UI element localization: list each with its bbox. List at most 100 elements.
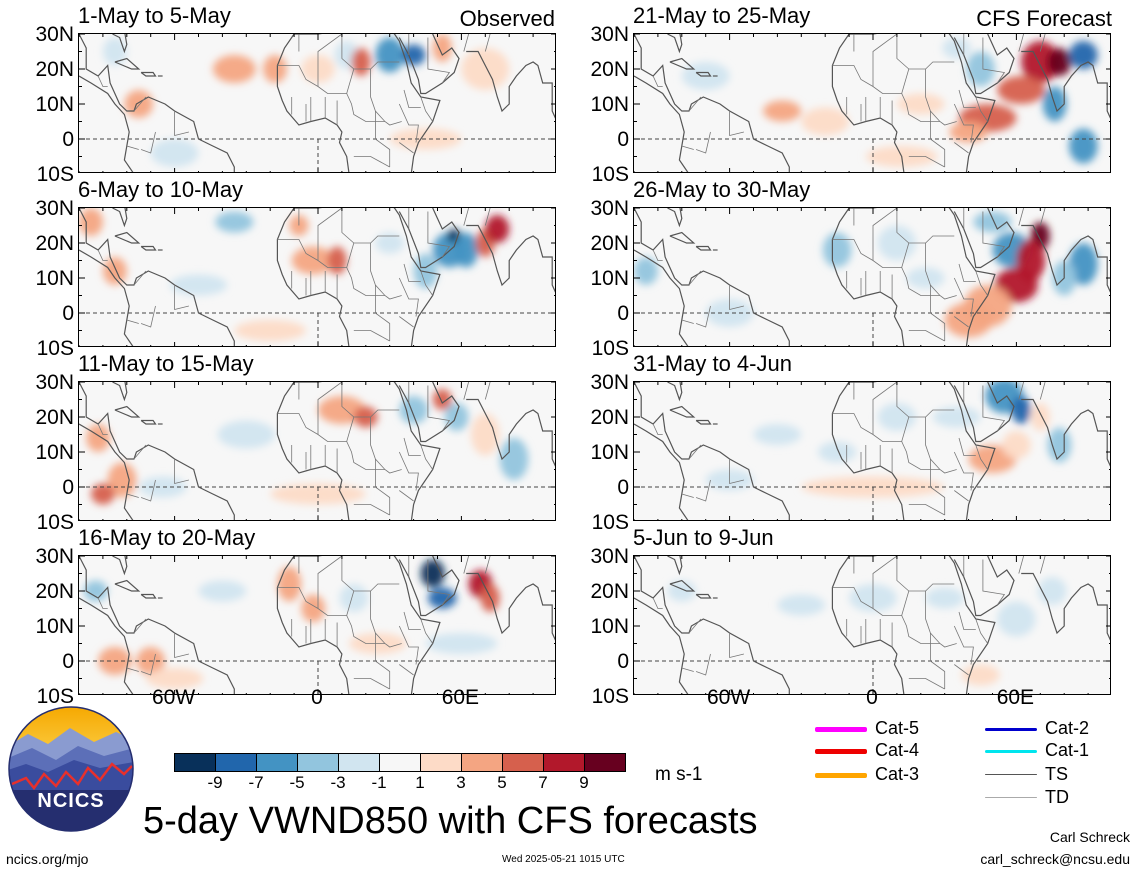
panel-title: 11-May to 15-May — [78, 351, 254, 376]
colorbar-cell — [543, 753, 585, 772]
anomaly-blob — [1068, 128, 1098, 164]
colorbar-tick-label: -7 — [248, 773, 264, 792]
anomaly-blob — [375, 37, 405, 73]
author-email[interactable]: carl_schreck@ncsu.edu — [980, 851, 1130, 867]
lat-tick-label: 10N — [35, 615, 74, 638]
legend-label: Cat-5 — [875, 718, 920, 738]
anomaly-blob — [634, 257, 658, 285]
anomaly-blob — [301, 594, 326, 623]
lat-tick-label: 30N — [35, 545, 74, 568]
anomaly-blob — [86, 424, 111, 452]
map-panel — [633, 555, 1111, 695]
anomaly-blob — [1047, 48, 1072, 76]
lon-tick-label: 0 — [866, 686, 878, 709]
colorbar-cell — [215, 753, 257, 772]
anomaly-blob — [413, 253, 438, 289]
lon-tick-label: 60W — [152, 686, 196, 709]
panel-title: 16-May to 20-May — [78, 525, 256, 550]
colorbar-tick-label: -1 — [371, 773, 387, 792]
anomaly-blob — [763, 100, 802, 122]
panel-title: 5-Jun to 9-Jun — [633, 525, 774, 550]
colorbar-cell — [256, 753, 298, 772]
lat-tick-label: 20N — [590, 580, 629, 603]
lat-tick-label: 30N — [35, 197, 74, 220]
legend-swatch — [985, 749, 1037, 753]
legend-swatch — [985, 727, 1037, 731]
anomaly-blob — [777, 594, 826, 616]
anomaly-blob — [1011, 396, 1031, 424]
colorbar-tick-label: -9 — [207, 773, 223, 792]
anomaly-blob — [705, 299, 754, 327]
panel-title: 6-May to 10-May — [78, 177, 244, 202]
legend-label: TS — [1045, 764, 1069, 784]
anomaly-blob — [169, 274, 228, 296]
legend-swatch — [815, 726, 867, 732]
anomaly-blob — [375, 232, 405, 254]
colorbar-cell — [461, 753, 503, 772]
colorbar-tick-label: 9 — [579, 773, 589, 792]
source-url[interactable]: ncics.org/mjo — [6, 851, 89, 867]
map-panel — [78, 33, 556, 173]
map-svg — [79, 556, 555, 694]
lat-tick-label: 20N — [590, 406, 629, 429]
colorbar-cell — [297, 753, 339, 772]
lon-tick-label: 60E — [441, 686, 480, 709]
anomaly-blob — [961, 664, 1000, 686]
anomaly-blob — [263, 55, 287, 83]
colorbar-cell — [379, 753, 421, 772]
lat-tick-label: 20N — [35, 232, 74, 255]
timestamp: Wed 2025-05-21 1015 UTC — [502, 854, 625, 865]
anomaly-blob — [932, 406, 981, 428]
anomaly-blob — [83, 580, 108, 602]
lat-tick-label: 10N — [35, 93, 74, 116]
anomaly-blob — [150, 139, 199, 167]
anomaly-blob — [499, 438, 529, 480]
forecast-label: CFS Forecast — [976, 6, 1112, 31]
anomaly-blob — [944, 302, 993, 338]
colorbar-cell — [584, 753, 626, 772]
lat-tick-label: 0 — [617, 476, 629, 499]
map-panel — [78, 381, 556, 521]
legend-label: Cat-2 — [1045, 718, 1090, 738]
anomaly-blob — [896, 93, 945, 115]
anomaly-blob — [997, 601, 1036, 637]
colorbar-tick-label: 7 — [538, 773, 548, 792]
anomaly-blob — [818, 441, 857, 463]
lon-tick-label: 60E — [996, 686, 1035, 709]
anomaly-blob — [1068, 243, 1098, 285]
panel-title: 21-May to 25-May — [633, 3, 811, 28]
anomaly-blob — [753, 424, 802, 445]
panel-title: 1-May to 5-May — [78, 3, 231, 28]
colorbar-cell — [420, 753, 462, 772]
lat-tick-label: 0 — [62, 650, 74, 673]
colorbar-tick-label: -3 — [330, 773, 346, 792]
lat-tick-label: 30N — [590, 371, 629, 394]
anomaly-blob — [327, 246, 347, 275]
lat-tick-label: 10N — [35, 267, 74, 290]
colorbar-tick-label: 3 — [456, 773, 466, 792]
lat-tick-label: 30N — [35, 23, 74, 46]
anomaly-blob — [198, 580, 247, 602]
map-svg — [79, 34, 555, 172]
map-panel — [633, 207, 1111, 347]
anomaly-blob — [401, 44, 426, 66]
lat-tick-label: 10N — [590, 93, 629, 116]
legend-label: Cat-3 — [875, 764, 920, 784]
anomaly-blob — [444, 403, 469, 431]
anomaly-blob — [1047, 427, 1072, 463]
anomaly-blob — [949, 121, 988, 143]
lat-tick-label: 30N — [590, 545, 629, 568]
lat-tick-label: 10S — [591, 337, 629, 360]
map-svg — [634, 208, 1110, 346]
colorbar-cell — [502, 753, 544, 772]
colorbar-cell — [338, 753, 380, 772]
anomaly-blob — [425, 633, 498, 654]
anomaly-blob — [966, 51, 995, 87]
anomaly-blob — [801, 107, 850, 136]
lat-tick-label: 30N — [590, 197, 629, 220]
anomaly-blob — [291, 246, 335, 275]
anomaly-blob — [399, 396, 428, 424]
anomaly-blob — [822, 232, 852, 268]
lon-tick-label: 0 — [311, 686, 323, 709]
legend-label: TD — [1045, 787, 1069, 807]
